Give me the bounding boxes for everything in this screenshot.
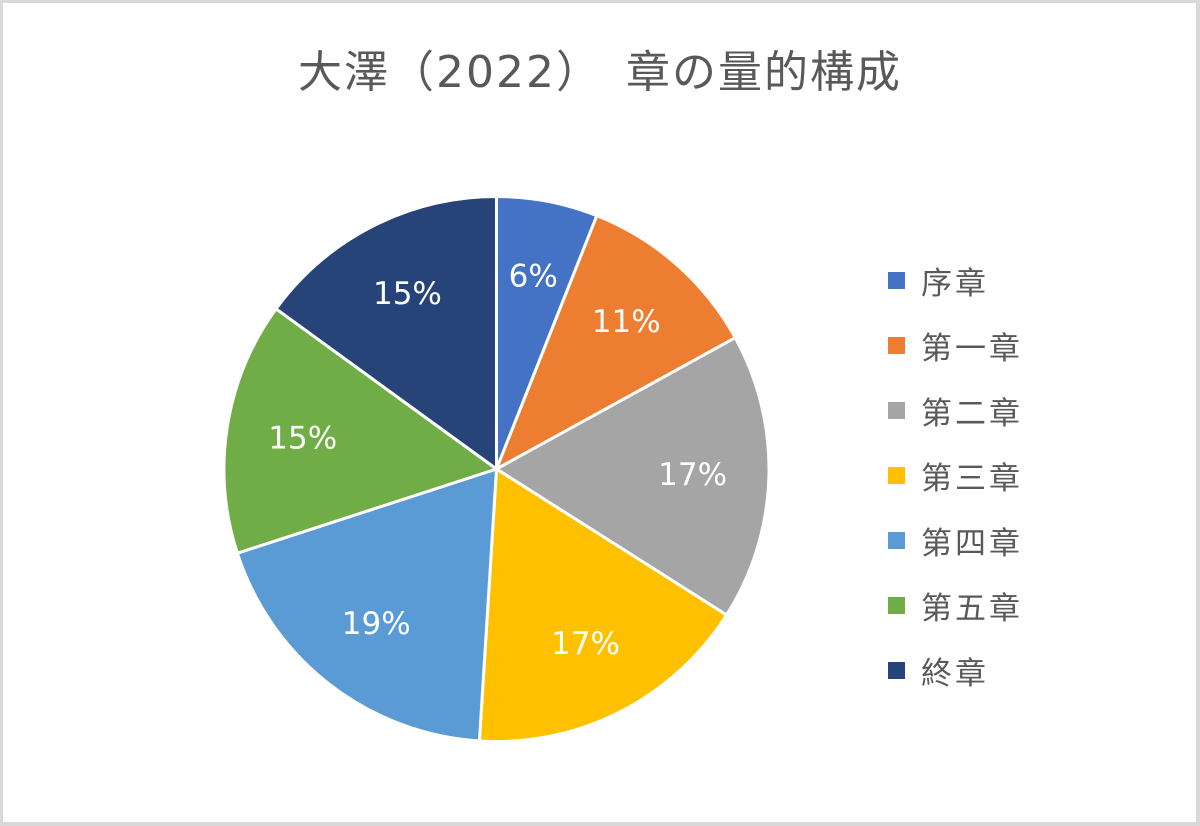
data-labels: 6% 11% 17% 17% 19% 15% 15% [268,258,727,662]
legend-item-2: 第二章 [888,378,1023,443]
legend-swatch [888,532,905,549]
data-label-5: 15% [268,420,337,456]
legend-swatch [888,402,905,419]
legend-swatch [888,272,905,289]
legend-item-5: 第五章 [888,573,1023,638]
legend-swatch [888,662,905,679]
legend-swatch [888,337,905,354]
legend-swatch [888,467,905,484]
pie-slice-4 [235,467,498,743]
legend: 序章 第一章 第二章 第三章 第四章 第五章 終章 [888,248,1023,703]
legend-item-6: 終章 [888,638,1023,703]
pie-slice-1 [495,214,737,471]
pie-slice-5 [222,307,498,555]
data-label-4: 19% [342,606,411,642]
data-label-0: 6% [509,258,558,294]
legend-item-0: 序章 [888,248,1023,313]
data-label-2: 17% [658,457,727,493]
chart-title: 大澤（2022） 章の量的構成 [298,47,902,98]
pie-slice-3 [477,467,729,743]
data-label-6: 15% [373,276,442,312]
legend-item-4: 第四章 [888,508,1023,573]
legend-item-3: 第三章 [888,443,1023,508]
data-label-1: 11% [592,304,661,340]
pie-slice-2 [495,336,771,617]
legend-swatch [888,597,905,614]
pie-slices [222,195,771,743]
pie-slice-6 [274,195,498,471]
data-label-3: 17% [551,626,620,662]
legend-item-1: 第一章 [888,313,1023,378]
